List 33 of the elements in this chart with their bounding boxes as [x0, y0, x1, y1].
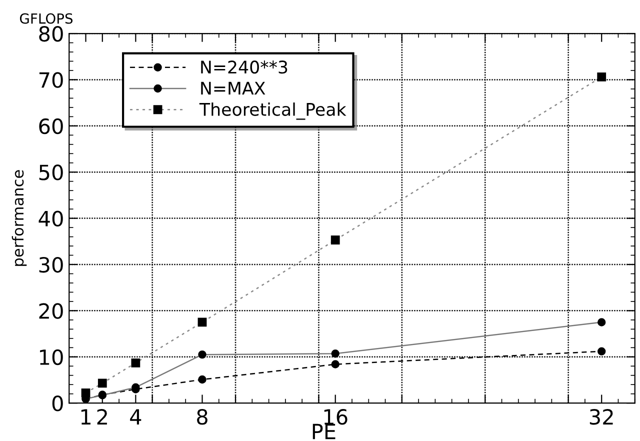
y-tick-label: 20: [39, 303, 63, 319]
text: GFLOPS: [20, 13, 73, 24]
y-tick-label: 0: [52, 396, 63, 412]
point: [198, 318, 207, 327]
point: [598, 318, 606, 326]
y-axis-title: performance: [12, 170, 27, 266]
point: [198, 375, 206, 384]
x-tick-label: 32: [590, 408, 613, 425]
point: [131, 358, 140, 368]
x-tick-label: 4: [130, 409, 142, 424]
y-tick-label: 50: [39, 164, 63, 180]
x-tick-label: 16: [324, 408, 348, 425]
point: [598, 347, 606, 356]
y-tick-label: 10: [40, 349, 63, 366]
point: [331, 350, 340, 358]
y-tick-label: 80: [39, 26, 63, 42]
y-tick-label: 40: [38, 210, 63, 227]
point: [98, 378, 107, 388]
y-tick-label: 70: [39, 72, 63, 88]
legend-label: Theoretical_Peak: [199, 102, 346, 120]
legend-label: N=240**3: [201, 60, 288, 74]
y-tick-label: 30: [39, 256, 63, 273]
point: [331, 360, 340, 368]
y-tick-label: 60: [39, 118, 63, 134]
legend-label: N=MAX: [201, 82, 266, 95]
x-tick-label: 8: [197, 408, 208, 425]
point: [597, 72, 606, 82]
x-tick-label: 2: [97, 408, 107, 424]
point: [198, 350, 206, 359]
x-tick-label: 1: [81, 409, 90, 424]
x-axis-title: PE: [312, 424, 336, 440]
point: [81, 388, 90, 398]
point: [330, 236, 340, 244]
